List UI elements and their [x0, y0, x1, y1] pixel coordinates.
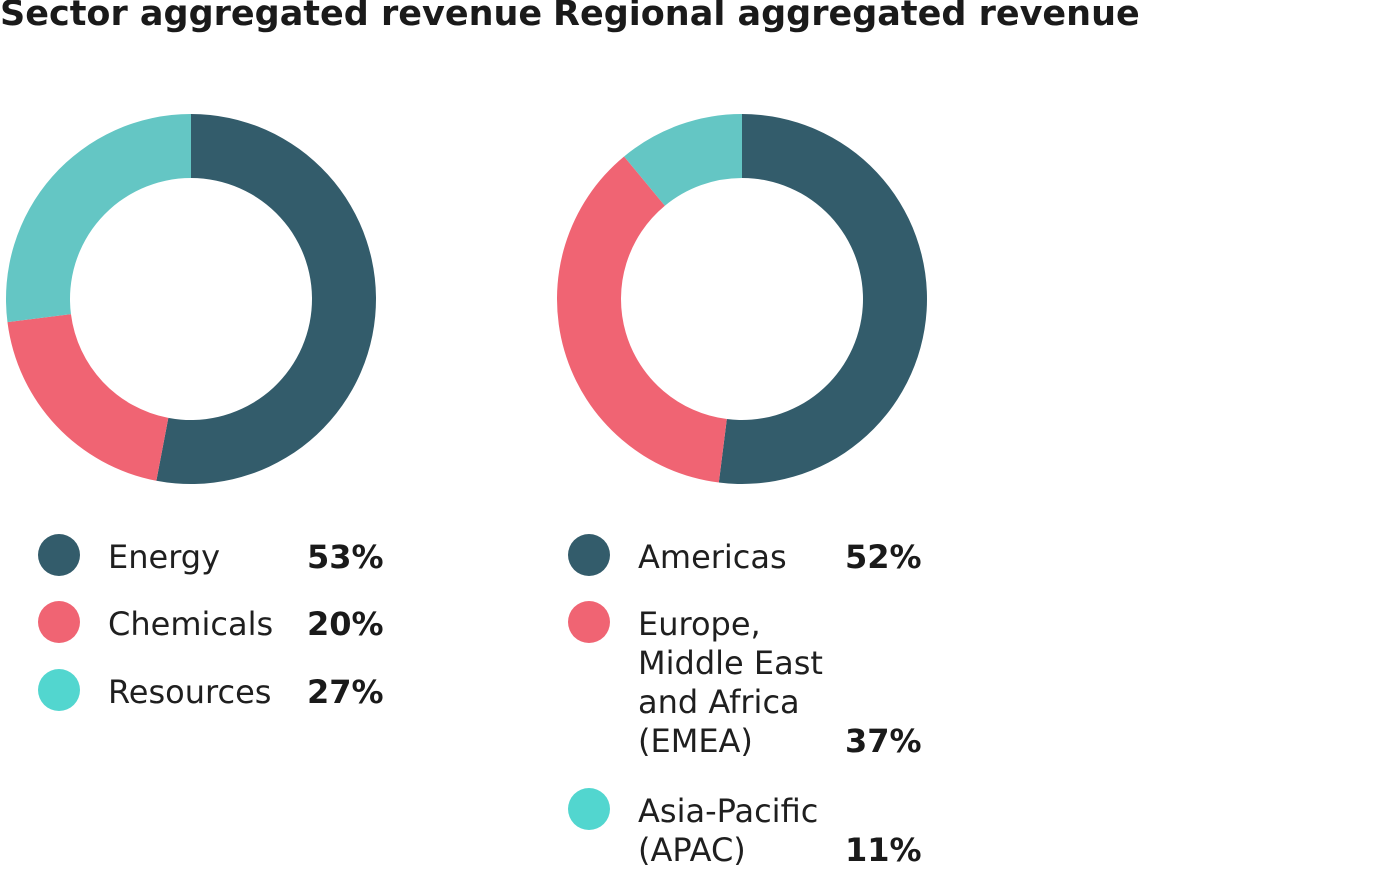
legend-dot-apac	[568, 788, 610, 830]
slice-resources	[6, 114, 192, 323]
legend-label-americas: Americas	[638, 538, 787, 576]
legend-dot-chemicals	[38, 601, 80, 643]
legend-dot-emea	[568, 601, 610, 643]
legend-value-americas: 52%	[845, 538, 922, 576]
legend-value-chemicals: 20%	[307, 605, 384, 643]
legend-label-resources: Resources	[108, 673, 272, 711]
legend-value-emea: 37%	[845, 722, 922, 760]
legend-label-chemicals: Chemicals	[108, 605, 274, 643]
legend-label-apac: Asia-Pacific (APAC)	[638, 792, 819, 869]
regional-donut-chart	[557, 114, 927, 484]
legend-value-energy: 53%	[307, 538, 384, 576]
sector-donut-chart	[6, 114, 376, 484]
slice-europe-middle-east-and-africa-emea	[557, 156, 727, 483]
slice-asia-pacific-apac	[624, 114, 742, 206]
slice-americas	[718, 114, 927, 484]
sector-chart-title: Sector aggregated revenue	[0, 0, 543, 34]
legend-value-resources: 27%	[307, 673, 384, 711]
legend-value-apac: 11%	[845, 831, 922, 869]
slice-chemicals	[7, 314, 169, 481]
legend-label-emea: Europe, Middle East and Africa (EMEA)	[638, 605, 823, 760]
legend-dot-americas	[568, 534, 610, 576]
legend-dot-resources	[38, 669, 80, 711]
regional-chart-title: Regional aggregated revenue	[553, 0, 1140, 34]
legend-dot-energy	[38, 534, 80, 576]
slice-energy	[156, 114, 376, 484]
legend-label-energy: Energy	[108, 538, 221, 576]
